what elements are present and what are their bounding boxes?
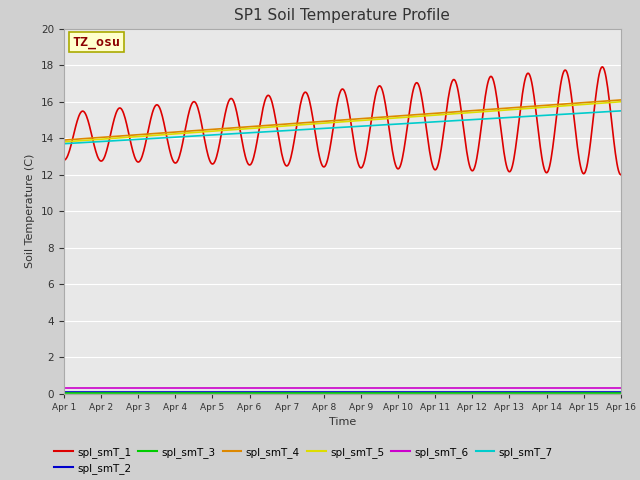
spl_smT_1 <box>184 114 192 120</box>
spl_smT_1 <box>598 64 606 70</box>
spl_smT_5 <box>426 113 434 119</box>
Legend: spl_smT_1, spl_smT_2, spl_smT_3, spl_smT_4, spl_smT_5, spl_smT_6, spl_smT_7: spl_smT_1, spl_smT_2, spl_smT_3, spl_smT… <box>50 443 557 478</box>
spl_smT_7 <box>617 108 625 114</box>
spl_smT_3 <box>70 390 78 396</box>
Title: SP1 Soil Temperature Profile: SP1 Soil Temperature Profile <box>234 9 451 24</box>
spl_smT_4 <box>214 126 221 132</box>
spl_smT_5 <box>70 138 78 144</box>
spl_smT_5 <box>410 114 418 120</box>
spl_smT_7 <box>214 132 221 138</box>
Line: spl_smT_5: spl_smT_5 <box>64 102 621 142</box>
spl_smT_2 <box>60 389 68 395</box>
spl_smT_3 <box>410 390 418 396</box>
spl_smT_2 <box>617 389 625 395</box>
spl_smT_4 <box>184 128 192 134</box>
Line: spl_smT_7: spl_smT_7 <box>64 111 621 144</box>
spl_smT_1 <box>617 172 625 178</box>
spl_smT_6 <box>184 385 192 391</box>
spl_smT_6 <box>426 385 434 391</box>
spl_smT_5 <box>214 128 221 134</box>
spl_smT_7 <box>426 119 434 125</box>
spl_smT_4 <box>70 136 78 142</box>
spl_smT_5 <box>184 130 192 136</box>
spl_smT_3 <box>127 390 135 396</box>
spl_smT_6 <box>214 385 221 391</box>
Line: spl_smT_1: spl_smT_1 <box>64 67 621 175</box>
spl_smT_3 <box>60 390 68 396</box>
spl_smT_7 <box>184 133 192 139</box>
spl_smT_3 <box>184 390 192 396</box>
spl_smT_2 <box>410 389 418 395</box>
spl_smT_4 <box>410 112 418 118</box>
spl_smT_1 <box>127 143 135 148</box>
spl_smT_7 <box>127 137 135 143</box>
spl_smT_7 <box>70 140 78 146</box>
spl_smT_6 <box>60 385 68 391</box>
spl_smT_1 <box>410 84 418 90</box>
spl_smT_2 <box>214 389 221 395</box>
spl_smT_1 <box>60 157 68 163</box>
spl_smT_5 <box>127 134 135 140</box>
Line: spl_smT_4: spl_smT_4 <box>64 100 621 140</box>
Text: TZ_osu: TZ_osu <box>72 36 120 48</box>
spl_smT_6 <box>617 385 625 391</box>
spl_smT_2 <box>127 389 135 395</box>
spl_smT_5 <box>617 99 625 105</box>
spl_smT_6 <box>70 385 78 391</box>
spl_smT_2 <box>184 389 192 395</box>
spl_smT_4 <box>127 132 135 138</box>
spl_smT_3 <box>617 390 625 396</box>
spl_smT_4 <box>60 137 68 143</box>
X-axis label: Time: Time <box>329 417 356 427</box>
spl_smT_2 <box>70 389 78 395</box>
spl_smT_1 <box>426 153 434 158</box>
spl_smT_5 <box>60 139 68 145</box>
spl_smT_1 <box>214 151 221 157</box>
spl_smT_3 <box>214 390 221 396</box>
spl_smT_7 <box>60 141 68 146</box>
spl_smT_6 <box>127 385 135 391</box>
spl_smT_6 <box>410 385 418 391</box>
Y-axis label: Soil Temperature (C): Soil Temperature (C) <box>26 154 35 268</box>
spl_smT_4 <box>426 111 434 117</box>
spl_smT_4 <box>617 97 625 103</box>
spl_smT_1 <box>70 130 78 136</box>
spl_smT_7 <box>410 120 418 126</box>
spl_smT_2 <box>426 389 434 395</box>
spl_smT_3 <box>426 390 434 396</box>
